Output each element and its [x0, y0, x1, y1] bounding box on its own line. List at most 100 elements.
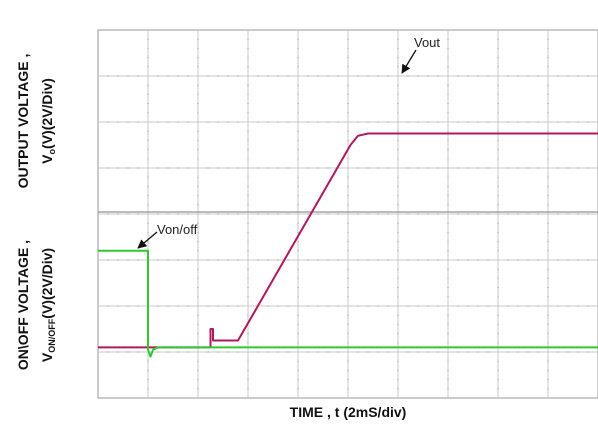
grid-minor-dot	[317, 167, 319, 169]
grid-minor-dot	[127, 75, 129, 77]
grid-minor-dot	[547, 158, 549, 160]
grid-minor-dot	[447, 66, 449, 68]
grid-minor-dot	[387, 305, 389, 307]
grid-minor-dot	[277, 167, 279, 169]
grid-minor-dot	[357, 259, 359, 261]
grid-minor-dot	[307, 351, 309, 353]
grid-minor-dot	[107, 167, 109, 169]
grid-minor-dot	[397, 204, 399, 206]
grid-minor-dot	[197, 222, 199, 224]
grid-minor-dot	[407, 213, 409, 215]
grid-minor-dot	[147, 103, 149, 105]
grid-minor-dot	[147, 38, 149, 40]
grid-minor-dot	[347, 103, 349, 105]
grid-minor-dot	[187, 259, 189, 261]
grid-minor-dot	[117, 121, 119, 123]
grid-minor-dot	[197, 333, 199, 335]
grid-minor-dot	[357, 121, 359, 123]
grid-minor-dot	[547, 379, 549, 381]
grid-minor-dot	[347, 323, 349, 325]
grid-minor-dot	[147, 204, 149, 206]
grid-minor-dot	[197, 323, 199, 325]
grid-minor-dot	[397, 369, 399, 371]
grid-minor-dot	[247, 342, 249, 344]
grid-minor-dot	[547, 287, 549, 289]
grid-minor-dot	[417, 121, 419, 123]
grid-minor-dot	[287, 259, 289, 261]
grid-minor-dot	[457, 121, 459, 123]
grid-minor-dot	[517, 259, 519, 261]
grid-minor-dot	[437, 213, 439, 215]
grid-minor-dot	[477, 213, 479, 215]
grid-minor-dot	[117, 259, 119, 261]
grid-minor-dot	[247, 195, 249, 197]
grid-minor-dot	[397, 66, 399, 68]
grid-minor-dot	[397, 195, 399, 197]
grid-minor-dot	[517, 213, 519, 215]
grid-minor-dot	[297, 388, 299, 390]
grid-minor-dot	[327, 167, 329, 169]
grid-minor-dot	[297, 204, 299, 206]
grid-minor-dot	[397, 158, 399, 160]
grid-minor-dot	[267, 259, 269, 261]
vonoff-annotation: Von/off	[137, 222, 198, 249]
grid-minor-dot	[197, 47, 199, 50]
grid-minor-dot	[347, 130, 349, 132]
grid-minor-dot	[107, 259, 109, 261]
grid-minor-dot	[287, 121, 289, 123]
grid-minor-dot	[207, 351, 209, 353]
grid-minor-dot	[547, 388, 549, 390]
grid	[98, 30, 598, 398]
grid-minor-dot	[147, 93, 149, 95]
grid-minor-dot	[247, 84, 249, 86]
grid-minor-dot	[117, 351, 119, 353]
grid-minor-dot	[397, 231, 399, 233]
grid-minor-dot	[347, 222, 349, 224]
grid-minor-dot	[347, 296, 349, 298]
grid-minor-dot	[197, 388, 199, 390]
grid-minor-dot	[517, 305, 519, 307]
grid-minor-dot	[497, 103, 499, 105]
grid-minor-dot	[247, 222, 249, 224]
grid-minor-dot	[497, 323, 499, 325]
grid-minor-dot	[447, 323, 449, 325]
grid-minor-dot	[397, 333, 399, 335]
grid-minor-dot	[567, 259, 569, 261]
grid-minor-dot	[487, 351, 489, 353]
grid-minor-dot	[317, 75, 319, 77]
grid-minor-dot	[347, 185, 349, 187]
grid-minor-dot	[277, 121, 279, 123]
grid-minor-dot	[207, 75, 209, 77]
grid-minor-dot	[367, 121, 369, 123]
grid-minor-dot	[557, 121, 559, 123]
grid-minor-dot	[197, 38, 199, 40]
grid-minor-dot	[297, 241, 299, 243]
grid-minor-dot	[237, 351, 239, 353]
grid-minor-dot	[177, 259, 179, 261]
grid-minor-dot	[247, 231, 249, 233]
grid-minor-dot	[447, 369, 449, 371]
grid-minor-dot	[247, 139, 249, 141]
grid-minor-dot	[317, 351, 319, 353]
grid-minor-dot	[247, 66, 249, 68]
grid-minor-dot	[117, 213, 119, 215]
grid-minor-dot	[367, 213, 369, 215]
grid-minor-dot	[447, 185, 449, 187]
grid-minor-dot	[587, 259, 589, 261]
grid-minor-dot	[497, 287, 499, 289]
grid-minor-dot	[437, 75, 439, 77]
grid-minor-dot	[507, 167, 509, 169]
grid-minor-dot	[447, 176, 449, 178]
grid-minor-dot	[167, 213, 169, 215]
grid-minor-dot	[347, 241, 349, 243]
grid-minor-dot	[347, 369, 349, 371]
grid-minor-dot	[557, 167, 559, 169]
grid-minor-dot	[147, 222, 149, 224]
grid-minor-dot	[417, 351, 419, 353]
grid-minor-dot	[427, 351, 429, 353]
grid-minor-dot	[507, 213, 509, 215]
grid-minor-dot	[547, 268, 549, 270]
grid-minor-dot	[177, 351, 179, 353]
grid-minor-dot	[107, 75, 109, 77]
